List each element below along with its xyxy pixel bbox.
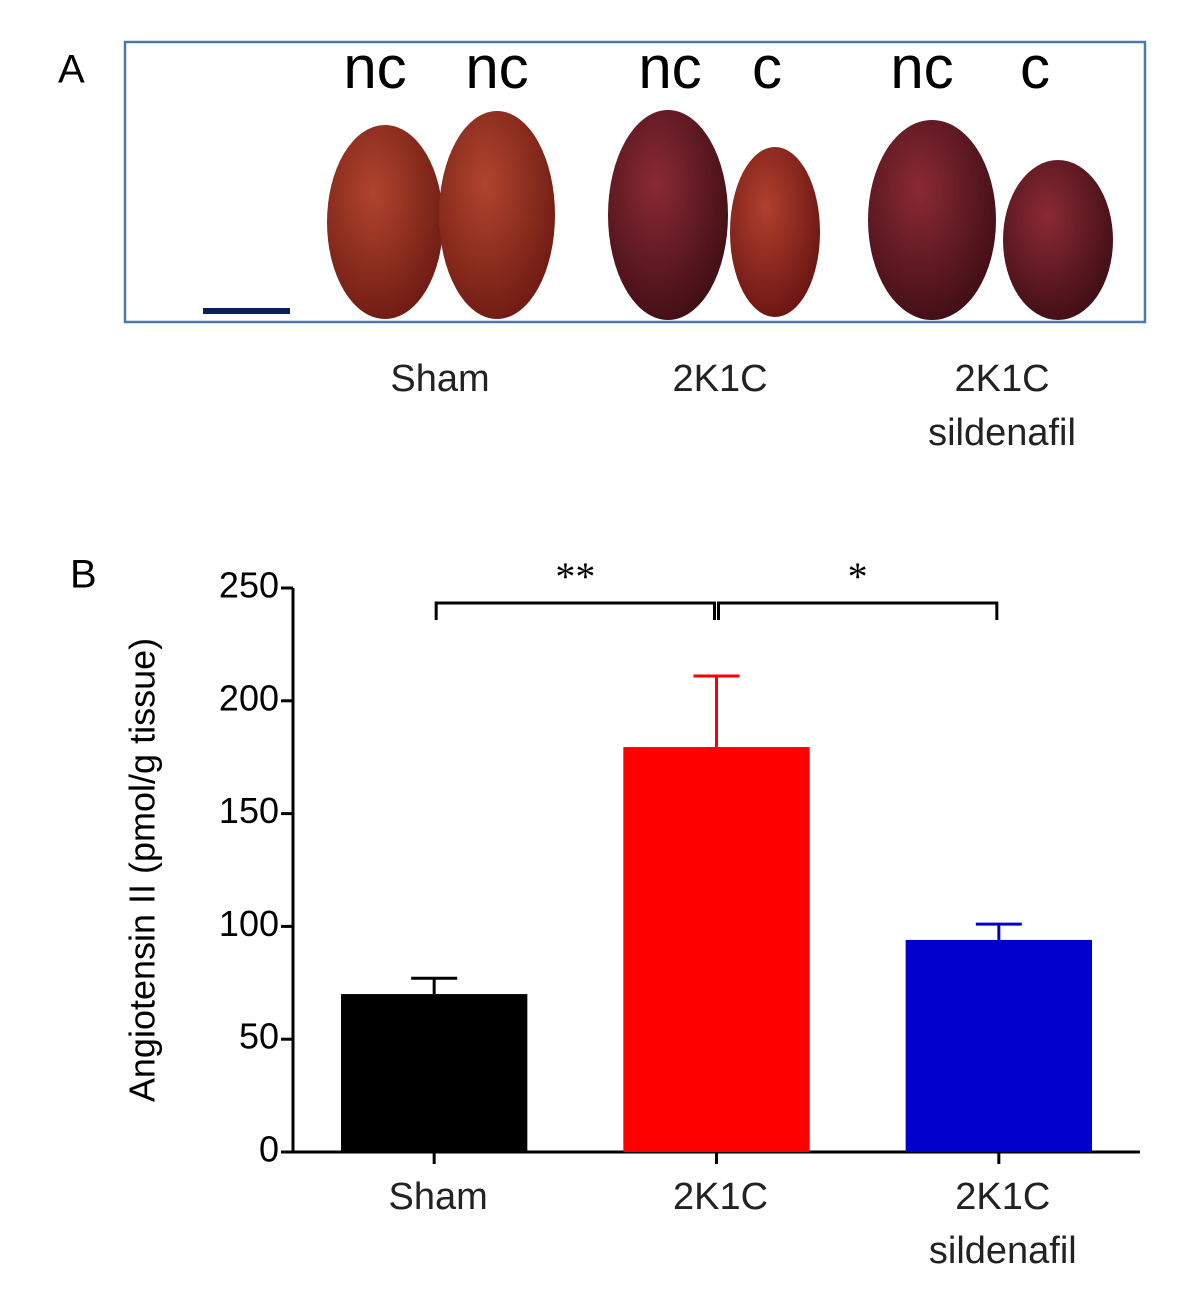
y-axis-label: Angiotensin II (pmol/g tissue): [122, 638, 163, 1102]
y-tick-label: 100: [219, 903, 279, 944]
x-tick-label: 2K1C: [672, 1176, 769, 1218]
significance-bracket: [717, 601, 999, 620]
kidney: [730, 147, 820, 317]
x-tick-label: 2K1C sildenafil: [928, 1176, 1077, 1272]
error-bar: [411, 976, 458, 995]
kidney: [1003, 160, 1113, 320]
kidney-label: nc: [465, 34, 528, 101]
kidney-label: nc: [890, 34, 953, 101]
group-label: Sham: [390, 358, 490, 400]
kidney: [868, 120, 996, 320]
group-label: 2K1C sildenafil: [928, 358, 1076, 454]
bar: [905, 939, 1093, 1152]
group-label: 2K1C: [672, 358, 768, 400]
error-bar: [693, 674, 740, 748]
significance-label: *: [848, 554, 868, 599]
y-tick-label: 250: [219, 565, 279, 606]
kidney-label: nc: [343, 34, 406, 101]
kidney-label: c: [1020, 34, 1050, 101]
kidney-label: nc: [638, 34, 701, 101]
error-bar: [975, 922, 1022, 940]
y-tick-label: 200: [219, 677, 279, 718]
x-tick-label: Sham: [388, 1176, 488, 1218]
kidney-label: c: [752, 34, 782, 101]
panel-label: B: [70, 553, 97, 597]
y-tick-label: 50: [239, 1016, 279, 1057]
kidney: [439, 111, 555, 319]
photo-frame: [123, 40, 1147, 324]
kidney: [327, 125, 443, 319]
bar: [340, 994, 528, 1152]
y-tick-label: 150: [219, 790, 279, 831]
y-tick-label: 0: [259, 1129, 279, 1170]
significance-label: **: [555, 554, 595, 599]
panel-label: A: [58, 48, 85, 92]
kidney: [608, 110, 728, 320]
bar: [623, 747, 810, 1152]
significance-bracket: [434, 601, 716, 620]
